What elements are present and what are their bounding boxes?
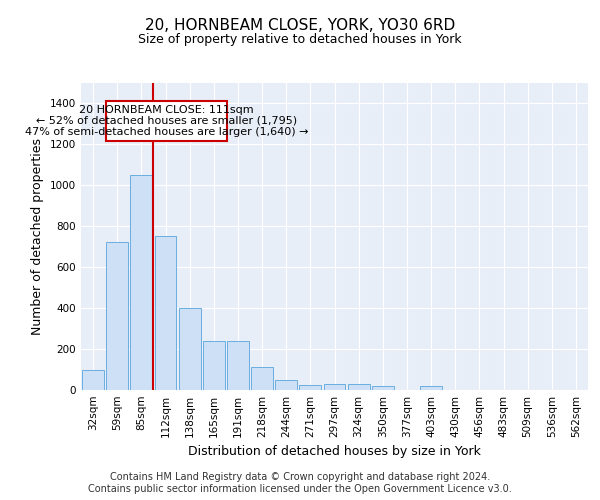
Bar [155, 236, 176, 390]
X-axis label: Distribution of detached houses by size in York: Distribution of detached houses by size … [188, 446, 481, 458]
Text: Size of property relative to detached houses in York: Size of property relative to detached ho… [138, 32, 462, 46]
Bar [251, 368, 273, 390]
FancyBboxPatch shape [106, 101, 227, 141]
Text: 20 HORNBEAM CLOSE: 111sqm: 20 HORNBEAM CLOSE: 111sqm [79, 104, 254, 115]
Text: 47% of semi-detached houses are larger (1,640) →: 47% of semi-detached houses are larger (… [25, 127, 308, 137]
Bar [106, 242, 128, 390]
Bar [299, 385, 321, 390]
Bar [323, 384, 346, 390]
Bar [179, 308, 200, 390]
Bar [227, 341, 249, 390]
Bar [203, 341, 224, 390]
Bar [348, 384, 370, 390]
Bar [420, 386, 442, 390]
Bar [130, 175, 152, 390]
Bar [275, 380, 297, 390]
Bar [82, 370, 104, 390]
Bar [372, 386, 394, 390]
Text: 20, HORNBEAM CLOSE, YORK, YO30 6RD: 20, HORNBEAM CLOSE, YORK, YO30 6RD [145, 18, 455, 32]
Text: Contains HM Land Registry data © Crown copyright and database right 2024.
Contai: Contains HM Land Registry data © Crown c… [88, 472, 512, 494]
Text: ← 52% of detached houses are smaller (1,795): ← 52% of detached houses are smaller (1,… [36, 116, 297, 126]
Y-axis label: Number of detached properties: Number of detached properties [31, 138, 44, 335]
